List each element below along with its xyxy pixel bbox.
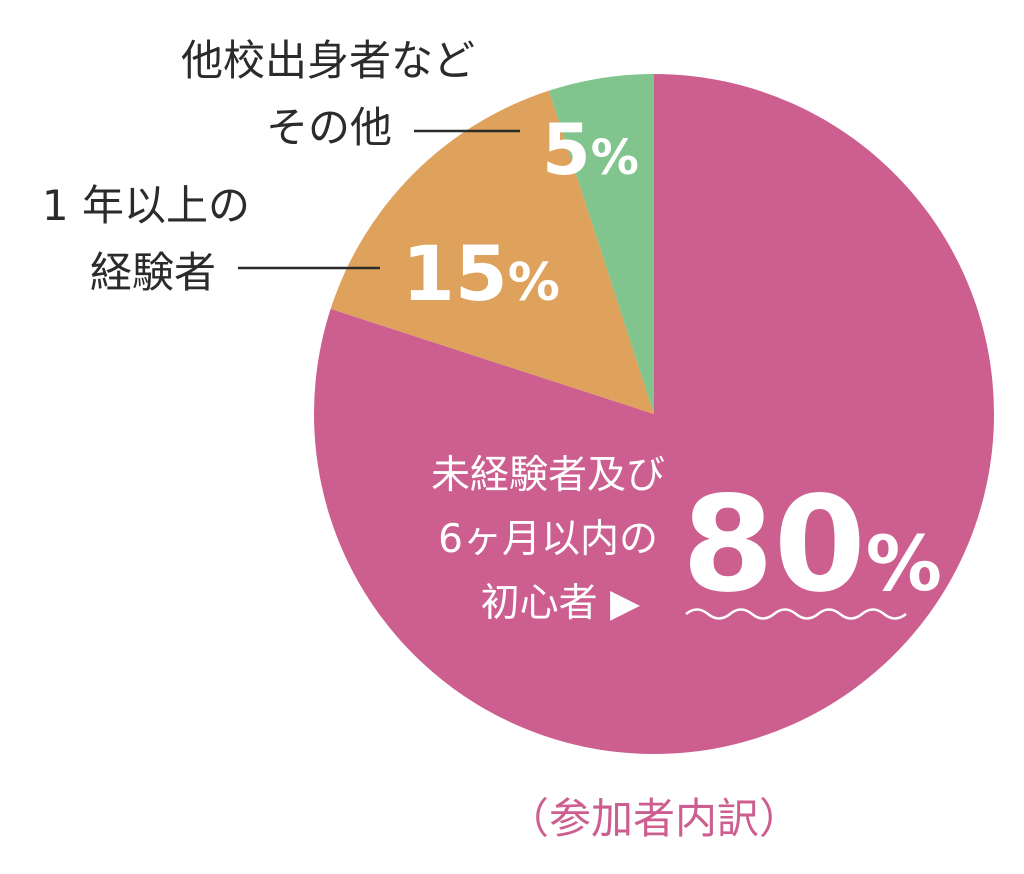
percent-label-other: 5% xyxy=(542,109,639,191)
wavy-underline xyxy=(685,608,907,620)
pie-slice-experienced xyxy=(330,90,654,414)
slice-label-experienced-line2: 経験者 xyxy=(90,248,216,297)
slice-label-experienced-line1: 1 年以上の xyxy=(42,181,250,230)
slice-label-beginner-line3: 初心者 ▶ xyxy=(481,581,640,626)
slice-label-beginner-line1: 未経験者及び xyxy=(431,453,665,498)
pie-slices xyxy=(313,74,994,755)
percent-value-beginner: 80 xyxy=(682,468,866,622)
slice-label-beginner-line2: 6ヶ月以内の xyxy=(438,517,658,562)
percent-value-experienced: 15 xyxy=(402,229,508,318)
pie-slice-beginner xyxy=(313,74,994,755)
chart-caption: （参加者内訳） xyxy=(507,794,801,843)
percent-sign-experienced: % xyxy=(508,253,560,313)
percent-sign-beginner: % xyxy=(866,519,942,608)
slice-label-other-line2: その他 xyxy=(266,103,392,152)
slice-label-other-line1: 他校出身者など xyxy=(181,36,475,85)
percent-label-beginner: 80% xyxy=(682,468,942,622)
percent-sign-other: % xyxy=(591,130,639,186)
pie-slice-other xyxy=(548,74,654,414)
percent-label-experienced: 15% xyxy=(402,229,560,318)
percent-value-other: 5 xyxy=(542,109,591,191)
